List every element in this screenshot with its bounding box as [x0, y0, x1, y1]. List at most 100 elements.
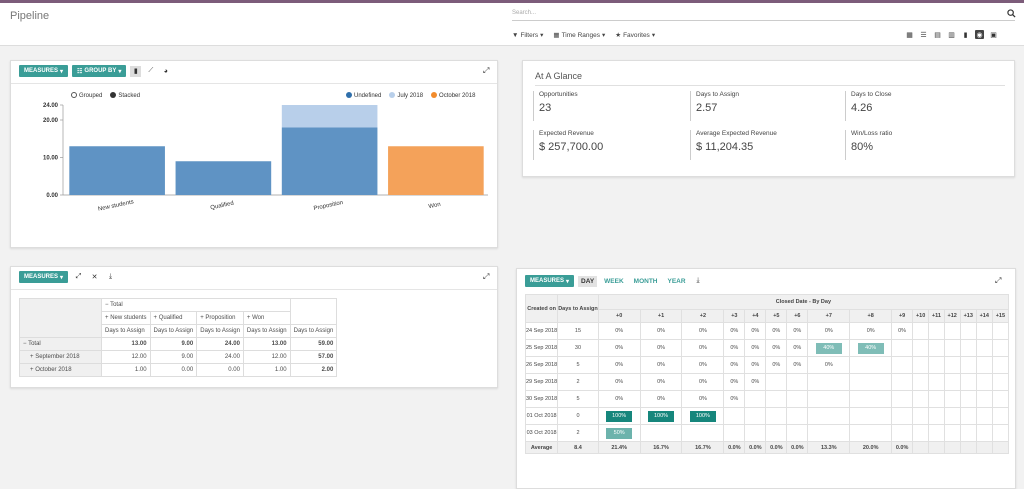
favorites-dropdown[interactable]: ★ Favorites ▾: [615, 31, 656, 40]
pivot-cell[interactable]: 1.00: [242, 363, 291, 377]
pivot-cell[interactable]: 9.00: [149, 337, 198, 351]
cohort-cell[interactable]: 0%: [807, 356, 851, 374]
cohort-cell[interactable]: 0%: [681, 356, 725, 374]
bar-undefined[interactable]: [69, 146, 165, 195]
cohort-cell[interactable]: 0%: [723, 356, 746, 374]
cohort-cell[interactable]: 0%: [681, 322, 725, 340]
bar-october-2018[interactable]: [388, 146, 484, 195]
kanban-view-icon[interactable]: ▦: [906, 31, 913, 39]
pivot-cell[interactable]: 13.00: [101, 337, 151, 351]
flip-axis-icon[interactable]: ⤢: [75, 273, 82, 280]
dashboard-view-icon[interactable]: ◉: [975, 30, 984, 39]
pivot-cell[interactable]: 57.00: [289, 350, 338, 364]
time-ranges-dropdown[interactable]: ▦ Time Ranges ▾: [553, 31, 606, 40]
line-chart-icon[interactable]: ⟋: [148, 67, 154, 74]
legend-item-october-2018[interactable]: October 2018: [431, 92, 475, 99]
pivot-cell[interactable]: 2.00: [289, 363, 338, 377]
cohort-cell[interactable]: 100%: [639, 407, 683, 425]
cohort-cell[interactable]: 0%: [849, 322, 893, 340]
pivot-header-group[interactable]: + New students: [101, 311, 151, 325]
tab-month[interactable]: MONTH: [633, 277, 658, 285]
cohort-cell[interactable]: 0%: [681, 373, 725, 391]
cohort-cell[interactable]: 0%: [765, 322, 788, 340]
pivot-row-header[interactable]: + September 2018: [19, 350, 102, 364]
cohort-cell[interactable]: 0%: [723, 339, 746, 357]
cohort-cell[interactable]: 0%: [765, 356, 788, 374]
group-by-button[interactable]: ☷ GROUP BY ▾: [72, 65, 127, 77]
kpi-win-loss-ratio[interactable]: Win/Loss ratio 80%: [845, 130, 892, 160]
list-view-icon[interactable]: ☰: [920, 31, 927, 39]
cohort-cell[interactable]: 0%: [723, 373, 746, 391]
cohort-cell[interactable]: 0%: [597, 339, 641, 357]
kpi-opportunities[interactable]: Opportunities 23: [533, 91, 578, 121]
kpi-days-to-close[interactable]: Days to Close 4.26: [845, 91, 891, 121]
cohort-cell[interactable]: 0%: [807, 322, 851, 340]
cohort-cell[interactable]: 100%: [681, 407, 725, 425]
pivot-row-header[interactable]: − Total: [19, 337, 102, 351]
cohort-cell[interactable]: 0%: [639, 339, 683, 357]
kpi-days-to-assign[interactable]: Days to Assign 2.57: [690, 91, 739, 121]
expand-icon[interactable]: ⤢: [483, 66, 490, 75]
measures-button[interactable]: MEASURES ▾: [19, 271, 69, 283]
legend-item-undefined[interactable]: Undefined: [346, 92, 381, 99]
pivot-cell[interactable]: 24.00: [196, 337, 244, 351]
calendar-view-icon[interactable]: ▤: [934, 31, 941, 39]
cohort-cell[interactable]: 0%: [744, 373, 767, 391]
cohort-cell[interactable]: 0%: [744, 339, 767, 357]
filters-dropdown[interactable]: ▼ Filters ▾: [512, 31, 544, 40]
legend-item-july-2018[interactable]: July 2018: [389, 92, 423, 99]
search-input[interactable]: Search...: [512, 8, 1015, 21]
pivot-row-header[interactable]: + October 2018: [19, 363, 102, 377]
cohort-view-icon[interactable]: ▣: [990, 31, 997, 39]
tab-week[interactable]: WEEK: [604, 277, 624, 285]
cohort-cell[interactable]: 0%: [723, 322, 746, 340]
cohort-cell[interactable]: 0%: [597, 373, 641, 391]
cohort-cell[interactable]: 40%: [849, 339, 893, 357]
pivot-cell[interactable]: 24.00: [196, 350, 244, 364]
download-icon[interactable]: ⤓: [108, 273, 113, 280]
pivot-cell[interactable]: 12.00: [242, 350, 291, 364]
pivot-view-icon[interactable]: ▥: [948, 31, 955, 39]
cohort-cell[interactable]: 0%: [765, 339, 788, 357]
cohort-cell[interactable]: 0%: [786, 322, 809, 340]
cohort-cell[interactable]: 0%: [744, 322, 767, 340]
cohort-cell[interactable]: 0%: [744, 356, 767, 374]
search-icon[interactable]: [1007, 9, 1016, 18]
pivot-cell[interactable]: 0.00: [149, 363, 198, 377]
tab-day[interactable]: DAY: [578, 275, 598, 287]
graph-view-icon[interactable]: ▮: [963, 31, 968, 39]
pivot-measure-header[interactable]: Days to Assign: [101, 324, 151, 338]
bar-undefined[interactable]: [281, 127, 378, 196]
bar-undefined[interactable]: [175, 161, 272, 195]
pivot-header-group[interactable]: + Qualified: [149, 311, 198, 325]
cohort-cell[interactable]: 0%: [891, 322, 914, 340]
cohort-cell[interactable]: 0%: [681, 390, 725, 408]
cohort-cell[interactable]: 0%: [681, 339, 725, 357]
kpi-expected-revenue[interactable]: Expected Revenue $ 257,700.00: [533, 130, 603, 160]
pivot-header-total[interactable]: − Total: [101, 298, 291, 312]
cohort-cell[interactable]: 0%: [597, 390, 641, 408]
cohort-cell[interactable]: 0%: [639, 356, 683, 374]
pivot-cell[interactable]: 59.00: [289, 337, 338, 351]
pivot-cell[interactable]: 9.00: [149, 350, 198, 364]
pivot-measure-header[interactable]: Days to Assign: [289, 324, 338, 338]
cohort-cell[interactable]: 0%: [597, 322, 641, 340]
cohort-cell[interactable]: 0%: [723, 390, 746, 408]
expand-icon[interactable]: ⤢: [483, 272, 490, 281]
stacked-radio[interactable]: Stacked: [110, 92, 140, 99]
pivot-measure-header[interactable]: Days to Assign: [149, 324, 198, 338]
cohort-cell[interactable]: 100%: [597, 407, 641, 425]
pivot-measure-header[interactable]: Days to Assign: [242, 324, 291, 338]
measures-button[interactable]: MEASURES ▾: [525, 275, 575, 287]
cohort-cell[interactable]: 40%: [807, 339, 851, 357]
cohort-cell[interactable]: 0%: [639, 390, 683, 408]
bar-chart-icon[interactable]: ▮: [130, 65, 142, 77]
measures-button[interactable]: MEASURES ▾: [19, 65, 69, 77]
grouped-radio[interactable]: Grouped: [71, 92, 102, 99]
cohort-cell[interactable]: 0%: [597, 356, 641, 374]
pivot-cell[interactable]: 0.00: [196, 363, 244, 377]
kpi-average-expected-revenue[interactable]: Average Expected Revenue $ 11,204.35: [690, 130, 777, 160]
cohort-cell[interactable]: 0%: [639, 322, 683, 340]
expand-all-icon[interactable]: ✕: [91, 274, 98, 281]
pivot-header-group[interactable]: + Proposition: [196, 311, 244, 325]
